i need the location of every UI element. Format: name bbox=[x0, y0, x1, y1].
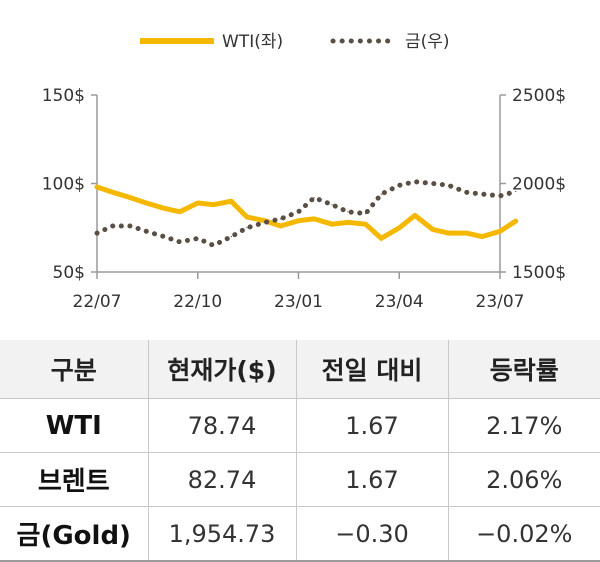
series-point-wti bbox=[515, 220, 517, 222]
series-point-wti bbox=[297, 220, 300, 222]
series-point-gold bbox=[380, 193, 382, 195]
cell-price: 78.74 bbox=[147, 398, 296, 453]
axes bbox=[96, 95, 501, 273]
series-point-gold bbox=[280, 218, 282, 220]
series-point-wti bbox=[447, 232, 450, 234]
series-line-wti bbox=[94, 184, 519, 241]
series-point-wti bbox=[465, 232, 467, 234]
series-point-wti bbox=[96, 186, 98, 188]
series-point-wti bbox=[347, 221, 349, 223]
cell-change: 1.67 bbox=[295, 398, 448, 453]
series-point-gold bbox=[365, 213, 367, 215]
cell-price: 1,954.73 bbox=[147, 506, 296, 562]
series-point-gold bbox=[515, 190, 517, 193]
series-point-gold bbox=[297, 211, 300, 213]
tick-layer: 150$ 100$ 50$ 2500$ 2000$ 1500$ 22/07 22/10 23/0… bbox=[42, 86, 566, 312]
series-point-gold bbox=[145, 230, 147, 232]
series-point-gold bbox=[163, 236, 165, 238]
series-point-wti bbox=[130, 197, 132, 199]
row-label-brent: 브렌트 bbox=[0, 452, 148, 507]
series-point-gold bbox=[432, 182, 434, 185]
cell-rate: 2.17% bbox=[447, 398, 600, 453]
series-point-gold bbox=[130, 225, 132, 227]
x-tick-label: 22/07 bbox=[73, 292, 122, 312]
cell-rate: 2.06% bbox=[447, 452, 600, 507]
series-point-wti bbox=[380, 237, 382, 239]
table-row: WTI 78.74 1.67 2.17% bbox=[0, 398, 600, 453]
series-point-gold bbox=[465, 191, 467, 193]
header-category: 구분 bbox=[0, 340, 148, 399]
price-chart: WTI(좌) 금(우) 150$ 100$ 50$ 2500$ 2000$ 1500$ 22… bbox=[42, 32, 566, 312]
series-point-gold bbox=[246, 227, 248, 229]
cell-change: 1.67 bbox=[295, 452, 448, 507]
series-point-wti bbox=[179, 211, 181, 213]
legend-gold-label: 금(우) bbox=[405, 32, 450, 52]
series-point-wti bbox=[145, 202, 147, 204]
legend: WTI(좌) 금(우) bbox=[140, 32, 450, 52]
series-point-wti bbox=[432, 228, 434, 231]
price-table: 구분 현재가($) 전일 대비 등락률 WTI 78.74 1.67 2.17%… bbox=[0, 340, 600, 562]
series-point-gold bbox=[398, 184, 400, 186]
header-change-rate: 등락률 bbox=[447, 340, 600, 399]
x-tick-label: 23/01 bbox=[274, 292, 323, 312]
header-daily-change: 전일 대비 bbox=[295, 340, 448, 399]
series-point-gold bbox=[96, 232, 98, 234]
series-point-gold bbox=[313, 197, 315, 199]
y-left-tick-label: 150$ bbox=[42, 86, 85, 106]
y-left-tick-label: 100$ bbox=[42, 175, 85, 195]
series-point-gold bbox=[331, 204, 333, 206]
series-point-wti bbox=[280, 225, 282, 227]
row-label-wti: WTI bbox=[0, 398, 148, 453]
series-point-gold bbox=[112, 225, 114, 227]
table-row: 금(Gold) 1,954.73 −0.30 −0.02% bbox=[0, 506, 600, 562]
cell-rate: −0.02% bbox=[447, 506, 600, 562]
series-point-wti bbox=[365, 223, 367, 225]
x-tick-label: 22/10 bbox=[173, 292, 222, 312]
series-point-wti bbox=[481, 236, 483, 238]
series-layer bbox=[94, 179, 519, 249]
series-point-gold bbox=[414, 181, 416, 183]
legend-wti-label: WTI(좌) bbox=[222, 32, 283, 52]
series-point-wti bbox=[414, 214, 416, 216]
series-point-wti bbox=[331, 223, 333, 225]
series-point-wti bbox=[112, 191, 114, 193]
series-point-gold bbox=[481, 193, 483, 195]
y-right-tick-label: 2000$ bbox=[512, 175, 566, 195]
y-right-tick-label: 1500$ bbox=[512, 263, 566, 283]
series-point-wti bbox=[246, 216, 248, 218]
header-current-price: 현재가($) bbox=[147, 340, 296, 399]
series-point-gold bbox=[212, 244, 214, 246]
series-point-wti bbox=[313, 218, 315, 220]
series-point-gold bbox=[197, 237, 199, 239]
series-point-wti bbox=[499, 230, 501, 232]
series-point-wti bbox=[398, 227, 400, 229]
x-tick-label: 23/07 bbox=[476, 292, 525, 312]
series-line-gold bbox=[94, 179, 519, 249]
y-left-tick-label: 50$ bbox=[53, 263, 85, 283]
table-row: 브렌트 82.74 1.67 2.06% bbox=[0, 452, 600, 507]
series-point-wti bbox=[230, 200, 232, 202]
series-point-gold bbox=[264, 221, 266, 223]
series-point-gold bbox=[499, 195, 501, 197]
table-header-row: 구분 현재가($) 전일 대비 등락률 bbox=[0, 340, 600, 399]
cell-price: 82.74 bbox=[147, 452, 296, 507]
series-point-wti bbox=[163, 207, 165, 209]
cell-change: −0.30 bbox=[295, 506, 448, 562]
x-tick-label: 23/04 bbox=[375, 292, 424, 312]
series-point-gold bbox=[347, 211, 349, 213]
series-point-wti bbox=[212, 204, 214, 206]
series-point-gold bbox=[447, 184, 450, 186]
series-point-wti bbox=[197, 202, 199, 204]
series-point-gold bbox=[179, 241, 181, 243]
y-right-tick-label: 2500$ bbox=[512, 86, 566, 106]
row-label-gold: 금(Gold) bbox=[0, 506, 148, 562]
series-point-gold bbox=[230, 236, 232, 238]
